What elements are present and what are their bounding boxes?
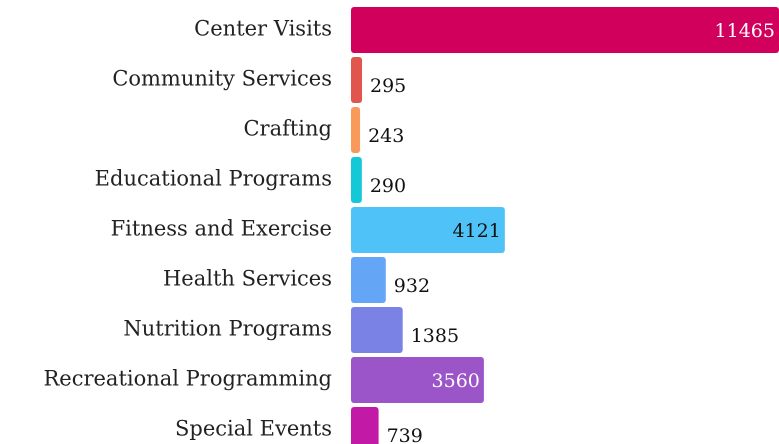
value-label: 1385 (411, 325, 459, 347)
category-label: Educational Programs (95, 167, 332, 191)
value-label: 932 (394, 275, 430, 297)
category-label: Community Services (112, 67, 332, 91)
value-label: 4121 (452, 220, 500, 242)
value-label: 290 (370, 175, 406, 197)
category-label: Health Services (163, 267, 332, 291)
bar (351, 7, 779, 53)
bar (351, 107, 361, 153)
bar (351, 407, 379, 444)
category-label: Nutrition Programs (123, 317, 332, 341)
category-label: Recreational Programming (43, 367, 332, 391)
category-label: Crafting (243, 117, 332, 141)
value-label: 11465 (715, 20, 775, 42)
value-label: 243 (368, 125, 404, 147)
category-label: Center Visits (194, 17, 332, 41)
bar (351, 307, 403, 353)
value-label: 3560 (432, 370, 480, 392)
bar (351, 257, 386, 303)
category-label: Special Events (175, 417, 332, 441)
bar (351, 357, 484, 403)
bar (351, 57, 363, 103)
category-label: Fitness and Exercise (111, 217, 332, 241)
value-label: 739 (387, 425, 423, 444)
bar (351, 157, 362, 203)
value-label: 295 (370, 75, 406, 97)
bar (351, 207, 505, 253)
